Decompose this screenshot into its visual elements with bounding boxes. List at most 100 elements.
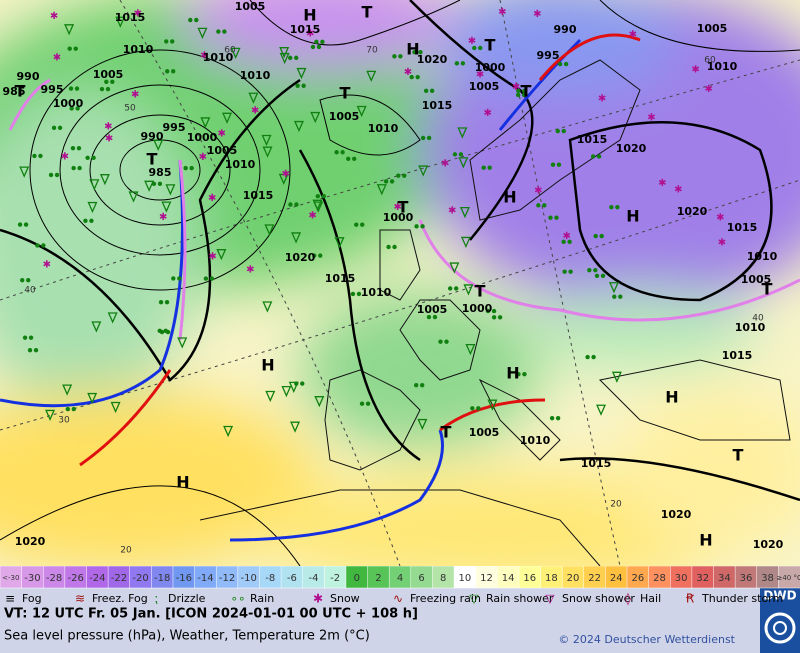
scale-label: -10	[240, 573, 256, 584]
pressure-label: 990	[17, 70, 40, 83]
legend-icon: Ꞧ	[686, 592, 695, 606]
rain-symbol	[51, 125, 57, 131]
rain-symbol	[110, 79, 115, 84]
shower-symbol	[611, 371, 622, 383]
rain-symbol	[294, 381, 299, 386]
rain-symbol	[38, 153, 43, 159]
shower-symbol	[107, 312, 118, 324]
shower-symbol	[278, 173, 289, 186]
shower-symbol	[153, 139, 164, 151]
rain-symbol	[70, 146, 76, 151]
rain-symbol	[413, 383, 419, 388]
pressure-label: 1010	[735, 321, 766, 334]
shower-symbol	[596, 404, 607, 416]
pressure-center: T	[362, 3, 373, 22]
rain-symbol	[65, 406, 70, 412]
shower-symbol	[262, 146, 273, 158]
pressure-label: 1015	[577, 133, 608, 146]
pressure-center: H	[176, 473, 189, 492]
rain-symbol	[555, 128, 560, 134]
snow-symbol: ✱	[674, 185, 682, 196]
rain-symbol	[105, 86, 111, 92]
scale-label: -22	[111, 573, 127, 584]
legend-icon: ∘∘	[230, 592, 245, 606]
rain-symbol	[163, 328, 168, 333]
rain-symbol	[75, 106, 80, 111]
rain-symbol	[561, 239, 566, 245]
rain-symbol	[420, 135, 426, 141]
shower-symbol	[487, 399, 498, 411]
shower-symbol	[314, 396, 325, 408]
latitude-label: 40	[24, 286, 36, 296]
rain-symbol	[612, 294, 617, 299]
rain-symbol	[71, 406, 76, 412]
dwd-logo-mark	[773, 621, 787, 635]
rain-symbol	[183, 165, 188, 171]
snow-symbol: ✱	[159, 212, 167, 223]
rain-symbol	[41, 243, 46, 248]
rain-symbol	[151, 181, 157, 187]
shower-symbol	[45, 409, 56, 422]
rain-symbol	[515, 92, 521, 98]
pressure-label: 1020	[417, 53, 448, 66]
scale-label: -2	[330, 573, 340, 584]
rain-symbol	[294, 202, 299, 207]
rain-symbol	[164, 300, 170, 305]
rain-symbol	[600, 273, 606, 279]
rain-symbol	[491, 315, 497, 320]
rain-symbol	[432, 314, 438, 320]
latitude-label: 60	[224, 46, 236, 56]
rain-symbol	[99, 86, 105, 92]
shower-symbol	[248, 92, 259, 104]
pressure-center: H	[406, 40, 419, 59]
snow-symbol: ✱	[246, 265, 254, 276]
rain-symbol	[470, 406, 475, 411]
shower-symbol	[296, 67, 307, 80]
pressure-center: T	[340, 84, 351, 103]
rain-symbol	[476, 406, 481, 411]
rain-symbol	[203, 276, 209, 281]
snow-symbol: ✱	[208, 193, 216, 204]
pressure-center: H	[503, 188, 516, 207]
pressure-label: 1015	[290, 23, 321, 36]
pressure-center: T	[475, 282, 486, 301]
rain-symbol	[365, 401, 371, 406]
rain-symbol	[548, 215, 553, 220]
snow-symbol: ✱	[563, 231, 571, 242]
legend-label: Snow	[330, 592, 360, 605]
rain-symbol	[35, 243, 40, 248]
rain-symbol	[26, 278, 31, 283]
snow-symbol: ✱	[404, 67, 412, 78]
coastlines	[199, 59, 791, 566]
rain-symbol	[33, 347, 39, 353]
pressure-label: 1005	[93, 68, 124, 81]
pressure-label: 1010	[361, 286, 392, 299]
rain-symbol	[386, 244, 391, 250]
pressure-label: 1020	[15, 535, 46, 548]
pressure-label: 1005	[697, 22, 728, 35]
scale-label: 32	[696, 573, 709, 584]
latitude-label: 20	[120, 546, 132, 556]
rain-symbol	[563, 61, 569, 67]
snow-symbol: ✱	[50, 11, 58, 22]
rain-symbol	[419, 383, 425, 388]
shower-symbol	[608, 282, 619, 294]
pressure-center: T	[485, 36, 496, 55]
rain-symbol	[310, 44, 316, 50]
shower-symbol	[161, 201, 172, 213]
rain-symbol	[17, 222, 23, 227]
legend-panel: VT: 12 UTC Fr. 05 Jan. [ICON 2024-01-01 …	[0, 566, 800, 653]
rain-symbol	[472, 45, 477, 51]
snow-symbol: ✱	[53, 52, 61, 63]
rain-symbol	[104, 79, 109, 84]
snow-symbol: ✱	[61, 152, 69, 163]
legend-icon: ≡	[5, 592, 15, 606]
shower-symbol	[279, 47, 290, 59]
rain-symbol	[359, 401, 365, 406]
snow-symbol: ✱	[200, 51, 208, 62]
legend-icon: ≋	[75, 592, 85, 606]
shower-symbol	[417, 418, 428, 431]
pressure-label: 1010	[368, 122, 399, 135]
pressure-label: 1015	[581, 457, 612, 470]
pressure-label: 1015	[422, 99, 453, 112]
